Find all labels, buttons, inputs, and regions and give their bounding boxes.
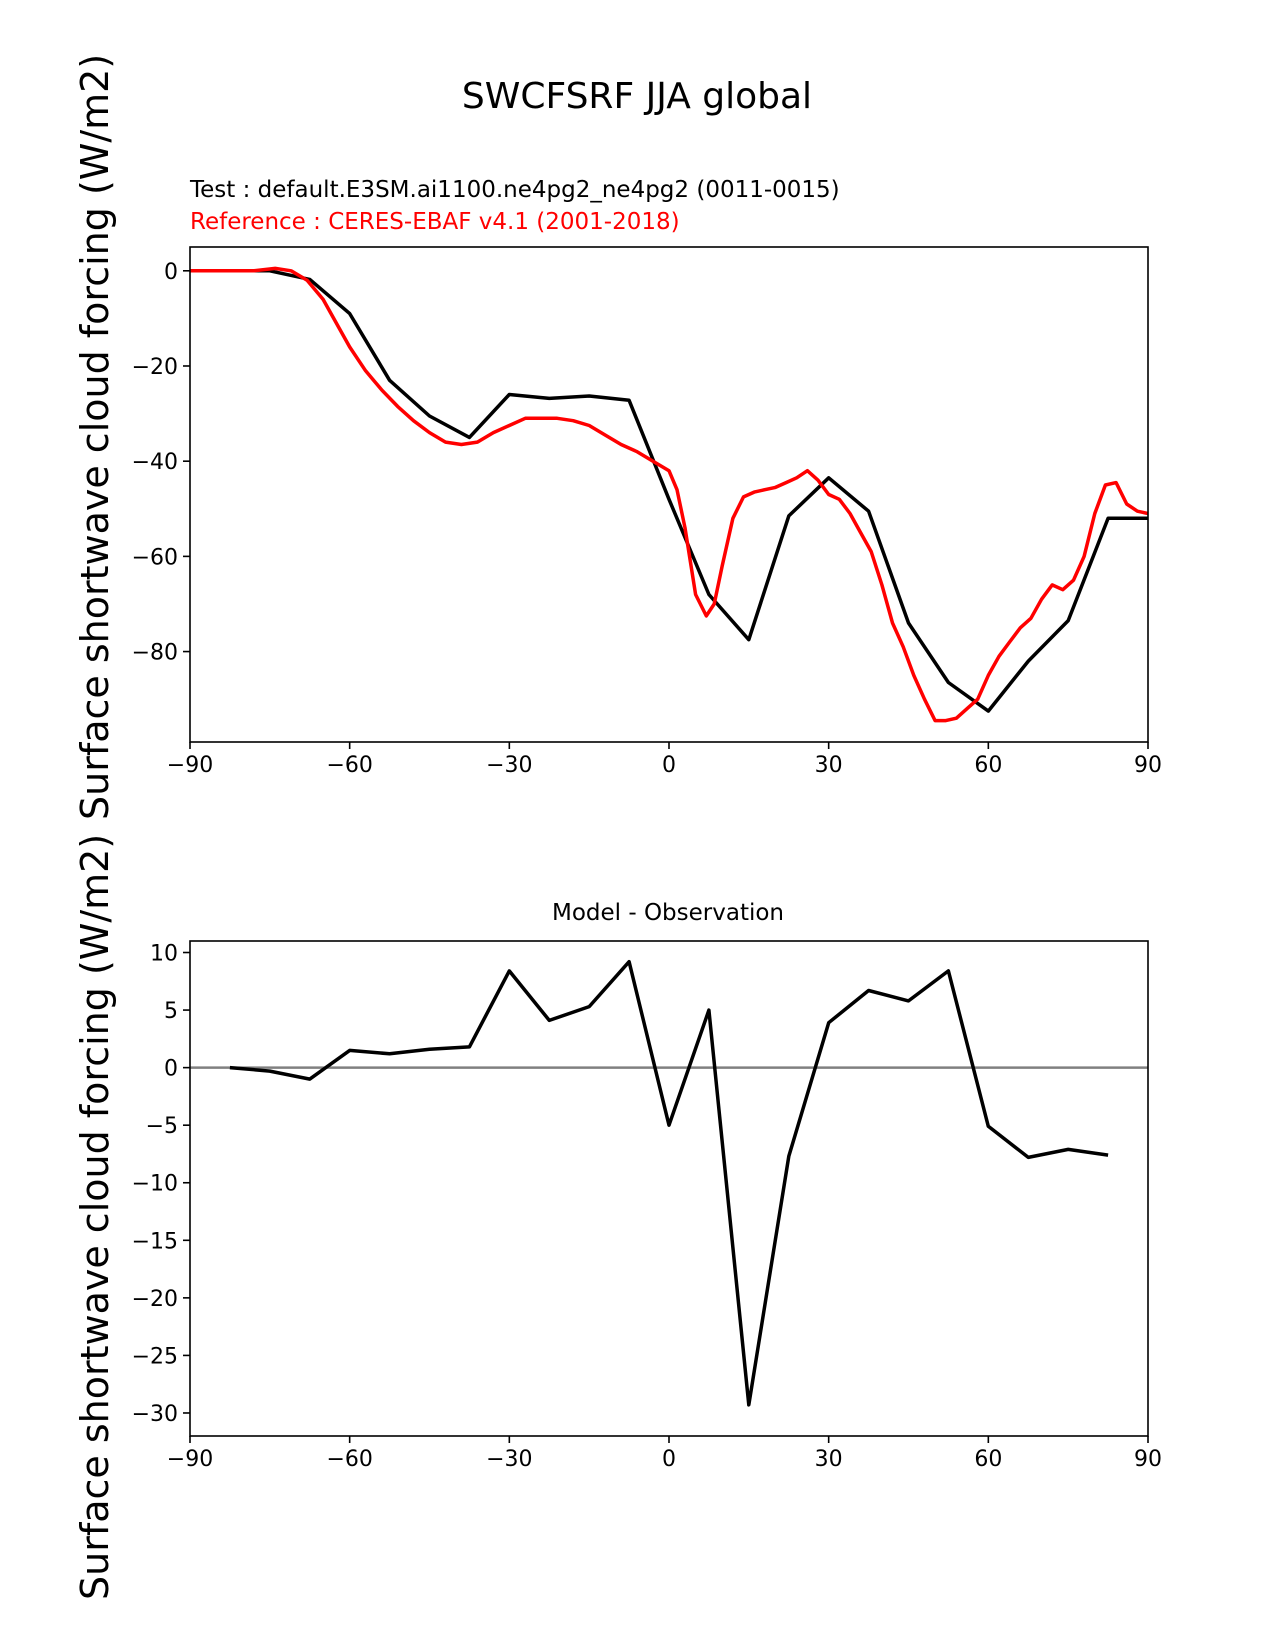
panel-bottom-x-tick-label: −30 [486, 1447, 532, 1472]
panel-bottom-x-tick-label: −90 [167, 1447, 213, 1472]
panel-bottom-x-tick-label: 30 [815, 1447, 843, 1472]
panel-top-y-tick-label: −20 [132, 355, 178, 380]
panel-bottom-y-tick-label: 5 [164, 999, 178, 1024]
panel-bottom-y-axis-label: Surface shortwave cloud forcing (W/m2) [73, 834, 117, 1600]
panel-top-y-tick-label: −60 [132, 545, 178, 570]
panel-bottom-plot-area: −90 −60 −30 0 30 60 90 10 5 0 −5 −10 −15 −20 −25 −30 [132, 940, 1162, 1472]
difference-panel: Model - Observation Surface shortwave cl… [73, 834, 1162, 1600]
panel-top-x-tick-label: 90 [1134, 753, 1162, 778]
panel-top-y-axis-label: Surface shortwave cloud forcing (W/m2) [73, 54, 117, 820]
panel-top-y-tick-label: −40 [132, 450, 178, 475]
panel-bottom-y-tick-label: 0 [164, 1057, 178, 1082]
panel-top-plot-area: −90 −60 −30 0 30 60 90 0 −20 −40 −60 −80 [132, 246, 1162, 778]
panel-top-y-tick-label: 0 [164, 260, 178, 285]
panel-bottom-y-tick-label: −10 [132, 1172, 178, 1197]
panel-bottom-x-tick-label: 90 [1134, 1447, 1162, 1472]
panel-top-x-tick-label: −90 [167, 753, 213, 778]
panel-top-x-tick-label: −60 [326, 753, 372, 778]
panel-bottom-y-tick-label: −15 [132, 1229, 178, 1254]
panel-top-x-tick-label: 0 [662, 753, 676, 778]
panel-bottom-x-tick-label: −60 [326, 1447, 372, 1472]
panel-top-y-tick-label: −80 [132, 641, 178, 666]
panel-bottom-difference-line [229, 959, 1109, 1407]
panel-bottom-axes-frame [189, 940, 1149, 1437]
panel-bottom-y-tick-label: 10 [150, 942, 178, 967]
panel-bottom-y-tick-label: −30 [132, 1402, 178, 1427]
panel-bottom-title: Model - Observation [552, 900, 784, 926]
panel-top-x-tick-label: 30 [815, 753, 843, 778]
panel-top-x-tick-label: −30 [486, 753, 532, 778]
panel-top-reference-subtitle: Reference : CERES-EBAF v4.1 (2001-2018) [190, 209, 680, 235]
panel-bottom-x-tick-label: 60 [974, 1447, 1002, 1472]
panel-top-reference-line [190, 266, 1148, 723]
panel-bottom-y-tick-label: −20 [132, 1287, 178, 1312]
panel-top-test-subtitle: Test : default.E3SM.ai1100.ne4pg2_ne4pg2… [189, 177, 840, 203]
panel-bottom-x-tick-label: 0 [662, 1447, 676, 1472]
panel-bottom-y-tick-label: −25 [132, 1344, 178, 1369]
figure-suptitle: SWCFSRF JJA global [462, 76, 812, 117]
panel-bottom-y-tick-label: −5 [146, 1114, 178, 1139]
reference-vs-test-panel: Test : default.E3SM.ai1100.ne4pg2_ne4pg2… [73, 54, 1162, 820]
panel-top-test-line [190, 269, 1148, 713]
panel-top-x-tick-label: 60 [974, 753, 1002, 778]
